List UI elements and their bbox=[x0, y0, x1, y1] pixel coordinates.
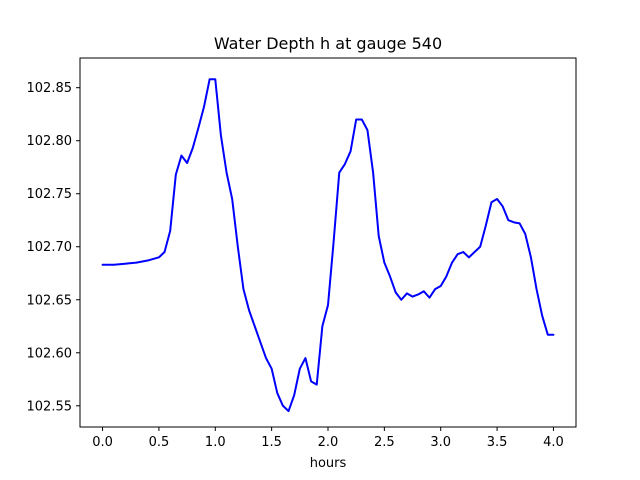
x-tick-label: 1.0 bbox=[205, 435, 226, 450]
y-tick-label: 102.70 bbox=[27, 240, 73, 255]
y-tick-label: 102.60 bbox=[27, 346, 73, 361]
y-tick-label: 102.80 bbox=[27, 134, 73, 149]
y-tick-label: 102.85 bbox=[27, 81, 73, 96]
plot-area: 0.0 0.5 1.0 1.5 2.0 2.5 3.0 3.5 4.0 102.55 102.60 1… bbox=[27, 57, 577, 450]
y-tick-label: 102.55 bbox=[27, 399, 73, 414]
chart-title: Water Depth h at gauge 540 bbox=[214, 34, 442, 53]
x-tick-label: 0.5 bbox=[149, 435, 170, 450]
x-tick-label: 0.0 bbox=[92, 435, 113, 450]
x-tick-label: 2.5 bbox=[374, 435, 395, 450]
x-axis-label: hours bbox=[310, 456, 347, 471]
x-tick-label: 4.0 bbox=[543, 435, 564, 450]
x-tick-label: 3.5 bbox=[487, 435, 508, 450]
y-tick-label: 102.75 bbox=[27, 187, 73, 202]
x-tick-label: 1.5 bbox=[261, 435, 282, 450]
x-tick-label: 3.0 bbox=[430, 435, 451, 450]
x-tick-label: 2.0 bbox=[318, 435, 339, 450]
series-line-0 bbox=[101, 78, 555, 413]
y-tick-label: 102.65 bbox=[27, 293, 73, 308]
